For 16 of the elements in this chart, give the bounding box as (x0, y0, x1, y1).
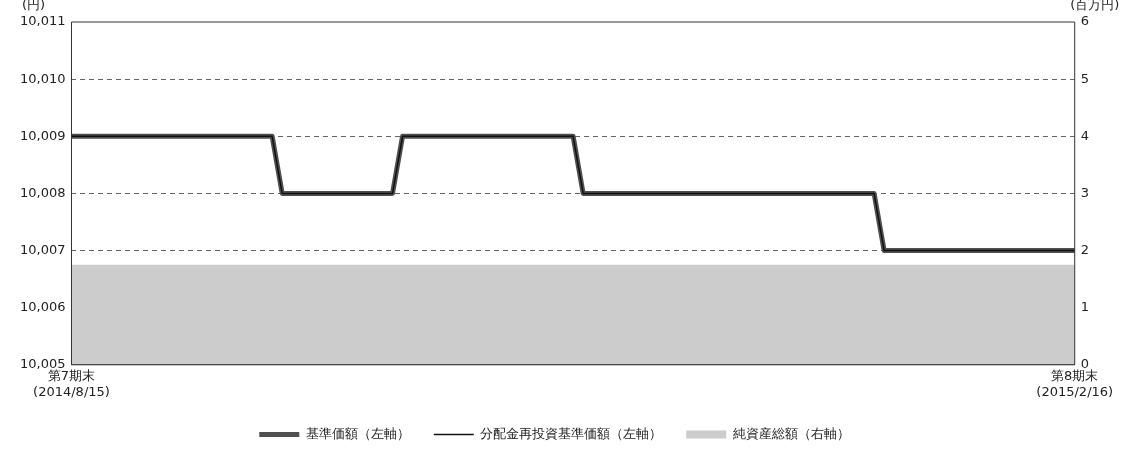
y-tick-label: 10,006 (19, 299, 66, 315)
y2-tick-label: 3 (1080, 184, 1090, 200)
y2-tick-label: 5 (1080, 70, 1090, 86)
legend-label: 分配金再投資基準価額（左軸） (480, 425, 663, 441)
legend-label: 純資産総額（右軸） (732, 425, 850, 441)
y-tick-label: 10,010 (19, 70, 66, 86)
y-tick-label: 10,009 (19, 127, 66, 143)
x-tick-label: 第8期末 (2015/2/16) (1036, 367, 1114, 399)
y-tick-label: 10,007 (19, 241, 66, 257)
y-tick-label: 10,011 (19, 13, 66, 29)
y-tick-label: 10,008 (19, 184, 66, 200)
y2-tick-label: 6 (1080, 13, 1090, 29)
y2-tick-label: 2 (1080, 241, 1090, 257)
legend-label: 基準価額（左軸） (305, 425, 410, 441)
y2-tick-label: 1 (1080, 299, 1090, 315)
y2-tick-label: 4 (1080, 127, 1090, 143)
